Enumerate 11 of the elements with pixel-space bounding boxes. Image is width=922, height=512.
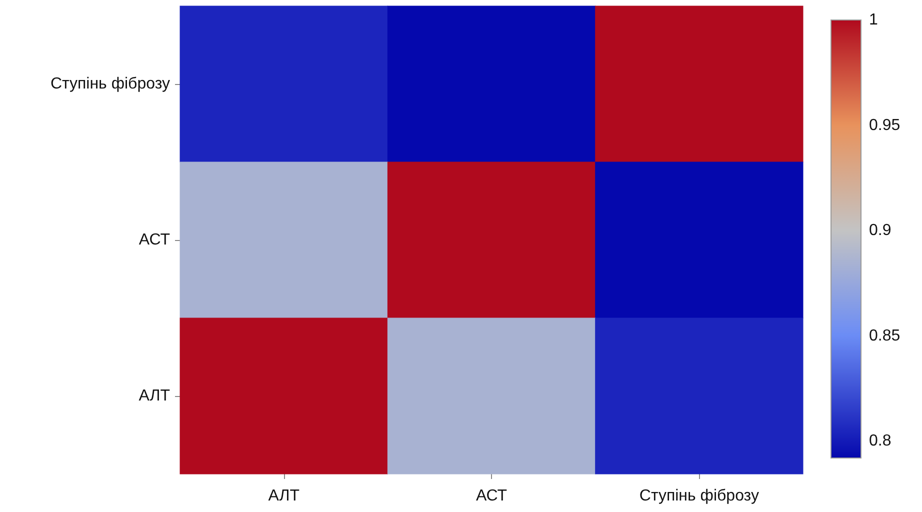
color-bar-label: 0.8 [869, 432, 892, 450]
x-tick-label: Ступінь фіброзу [639, 488, 759, 504]
y-tick-label: Ступінь фіброзу [50, 76, 170, 92]
y-tick-label: АЛТ [138, 388, 170, 404]
y-tick-label: АСТ [138, 232, 170, 248]
x-tick-label: АСТ [476, 488, 508, 504]
x-tick-label: АЛТ [268, 488, 300, 504]
color-bar-label: 0.9 [869, 222, 892, 240]
color-bar-label: 0.95 [869, 116, 900, 134]
color-bar-label: 1 [869, 12, 878, 28]
color-bar-label: 0.85 [869, 327, 900, 344]
